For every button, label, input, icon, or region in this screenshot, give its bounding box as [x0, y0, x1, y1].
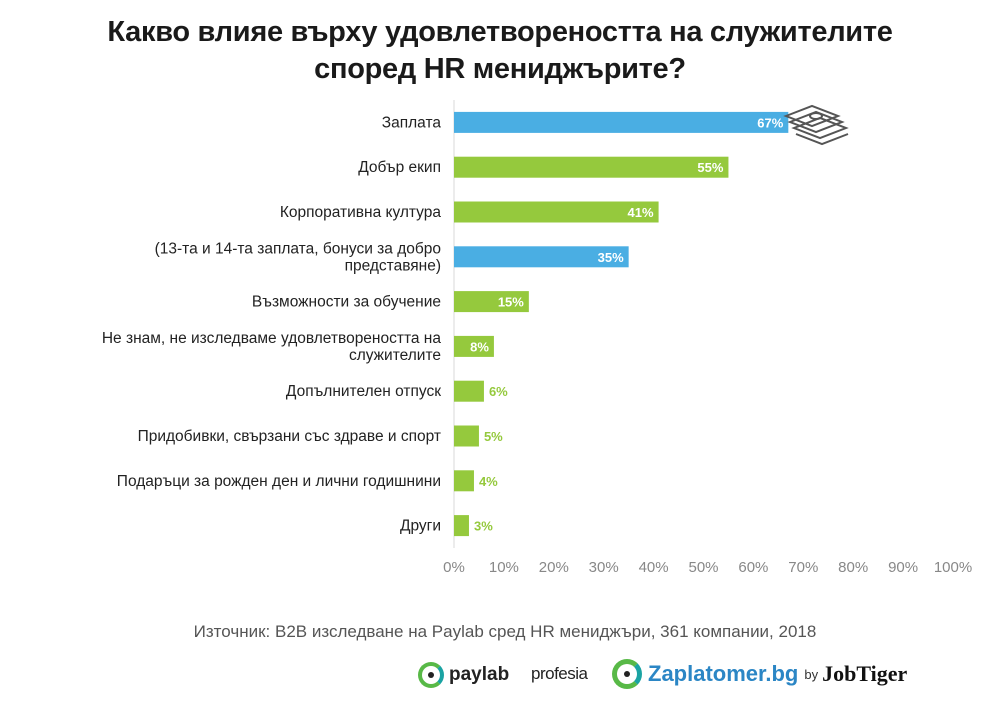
paylab-ring-icon — [418, 662, 444, 688]
category-label: Други — [400, 518, 441, 535]
value-label: 55% — [697, 160, 723, 175]
value-label: 4% — [479, 474, 498, 489]
paylab-logo: paylab — [418, 662, 509, 688]
category-label: Възможности за обучение — [252, 294, 441, 311]
bar — [454, 201, 659, 223]
x-tick-label: 60% — [738, 559, 768, 576]
bar — [454, 335, 494, 357]
value-label: 15% — [498, 295, 524, 310]
category-label: Не знам, не изследваме удовлетвореността… — [102, 330, 442, 364]
bar — [454, 246, 629, 268]
value-label: 6% — [489, 384, 508, 399]
category-label: Допълнителен отпуск — [286, 383, 441, 400]
value-label: 5% — [484, 429, 503, 444]
value-label: 35% — [598, 250, 624, 265]
category-label: (13-та и 14-та заплата, бонуси за добро п… — [155, 240, 441, 274]
bar — [454, 111, 789, 133]
source-note: Източник: B2B изследване на Paylab сред … — [193, 622, 817, 641]
zaplatomer-logo: Zaplatomer.bg by JobTiger — [612, 659, 907, 689]
x-tick-label: 50% — [688, 559, 718, 576]
money-stack-icon — [783, 104, 849, 146]
bar — [454, 291, 529, 313]
category-label: Корпоративна култура — [280, 204, 442, 221]
x-tick-label: 10% — [489, 559, 519, 576]
value-label: 67% — [757, 115, 783, 130]
category-label: Заплата — [382, 114, 442, 131]
zaplatomer-ring-icon — [612, 659, 642, 689]
chart-title-line-1: Какво влияе върху удовлетвореността на с… — [107, 16, 893, 48]
paylab-logo-text: paylab — [449, 664, 510, 685]
x-tick-label: 90% — [888, 559, 918, 576]
bar — [454, 515, 469, 537]
value-label: 8% — [470, 339, 489, 354]
value-label: 3% — [474, 519, 493, 534]
bar — [454, 156, 729, 178]
chart-title-line-2: според HR мениджърите? — [314, 53, 686, 85]
value-label: 41% — [628, 205, 654, 220]
category-label: Придобивки, свързани със здраве и спорт — [138, 428, 441, 445]
x-tick-label: 20% — [539, 559, 569, 576]
category-label: Добър екип — [358, 159, 441, 176]
chart-title: Какво влияе върху удовлетвореността на с… — [0, 14, 1000, 88]
profesia-logo-text: profesia — [531, 664, 588, 683]
x-tick-label: 100% — [934, 559, 972, 576]
bar — [454, 380, 484, 402]
bar-chart: 0% 10% 20% 30% 40% 50% 60% 70% 80% 90% 100% Заплата… — [102, 100, 972, 576]
x-tick-label: 80% — [838, 559, 868, 576]
logo-row: paylab profesia Zaplatomer.bg by JobTige… — [0, 652, 1000, 702]
jobtiger-logo-text: JobTiger — [822, 661, 908, 686]
profesia-logo: profesia — [531, 664, 588, 684]
bar — [454, 470, 474, 492]
x-tick-label: 40% — [639, 559, 669, 576]
x-tick-label: 70% — [788, 559, 818, 576]
zaplatomer-logo-text: Zaplatomer.bg — [648, 661, 799, 686]
by-text: by — [804, 666, 819, 682]
x-tick-label: 30% — [589, 559, 619, 576]
category-label: Подаръци за рожден ден и лични годишнини — [117, 473, 441, 490]
x-tick-label: 0% — [443, 559, 465, 576]
bar — [454, 425, 479, 447]
